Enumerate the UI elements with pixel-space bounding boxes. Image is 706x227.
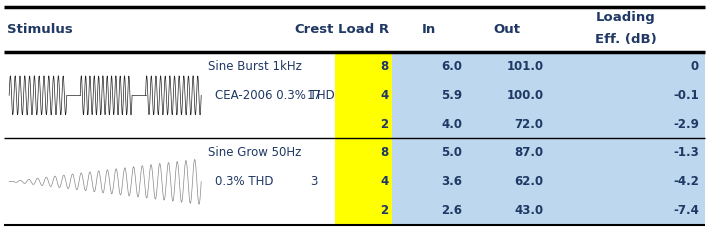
Text: 2: 2 xyxy=(380,204,388,217)
Text: 100.0: 100.0 xyxy=(506,89,544,102)
Text: 101.0: 101.0 xyxy=(506,60,544,73)
Bar xyxy=(335,81,392,110)
Bar xyxy=(392,167,705,196)
Text: 8: 8 xyxy=(380,60,388,73)
Text: 4: 4 xyxy=(380,89,388,102)
Text: 17: 17 xyxy=(306,89,322,102)
Text: -7.4: -7.4 xyxy=(673,204,699,217)
Text: 72.0: 72.0 xyxy=(515,118,544,131)
Text: 4: 4 xyxy=(380,175,388,188)
Text: Load R: Load R xyxy=(338,23,389,36)
Text: 62.0: 62.0 xyxy=(515,175,544,188)
Text: -1.3: -1.3 xyxy=(674,146,699,159)
Bar xyxy=(335,52,392,81)
Bar xyxy=(392,138,705,167)
Text: 4.0: 4.0 xyxy=(441,118,462,131)
Text: -4.2: -4.2 xyxy=(673,175,699,188)
Text: 6.0: 6.0 xyxy=(441,60,462,73)
Bar xyxy=(335,138,392,167)
Text: 0: 0 xyxy=(690,60,699,73)
Bar xyxy=(392,81,705,110)
Bar xyxy=(392,110,705,138)
Bar xyxy=(335,167,392,196)
Text: 43.0: 43.0 xyxy=(515,204,544,217)
Text: Eff. (dB): Eff. (dB) xyxy=(595,33,657,46)
Text: 2: 2 xyxy=(380,118,388,131)
Text: Crest: Crest xyxy=(294,23,334,36)
Text: 5.9: 5.9 xyxy=(441,89,462,102)
Text: -2.9: -2.9 xyxy=(673,118,699,131)
Text: Sine Burst 1kHz: Sine Burst 1kHz xyxy=(208,60,302,73)
Text: Loading: Loading xyxy=(596,10,656,24)
Bar xyxy=(392,52,705,81)
Text: 8: 8 xyxy=(380,146,388,159)
Bar xyxy=(335,196,392,225)
Text: CEA-2006 0.3% THD: CEA-2006 0.3% THD xyxy=(215,89,335,102)
Text: Out: Out xyxy=(493,23,520,36)
Text: 3.6: 3.6 xyxy=(441,175,462,188)
Text: Stimulus: Stimulus xyxy=(7,23,73,36)
Text: 87.0: 87.0 xyxy=(515,146,544,159)
Bar xyxy=(335,110,392,138)
Text: Sine Grow 50Hz: Sine Grow 50Hz xyxy=(208,146,301,159)
Text: 2.6: 2.6 xyxy=(441,204,462,217)
Text: 3: 3 xyxy=(311,175,318,188)
Bar xyxy=(392,196,705,225)
Text: In: In xyxy=(421,23,436,36)
Text: 5.0: 5.0 xyxy=(441,146,462,159)
Text: 0.3% THD: 0.3% THD xyxy=(215,175,274,188)
Text: -0.1: -0.1 xyxy=(674,89,699,102)
